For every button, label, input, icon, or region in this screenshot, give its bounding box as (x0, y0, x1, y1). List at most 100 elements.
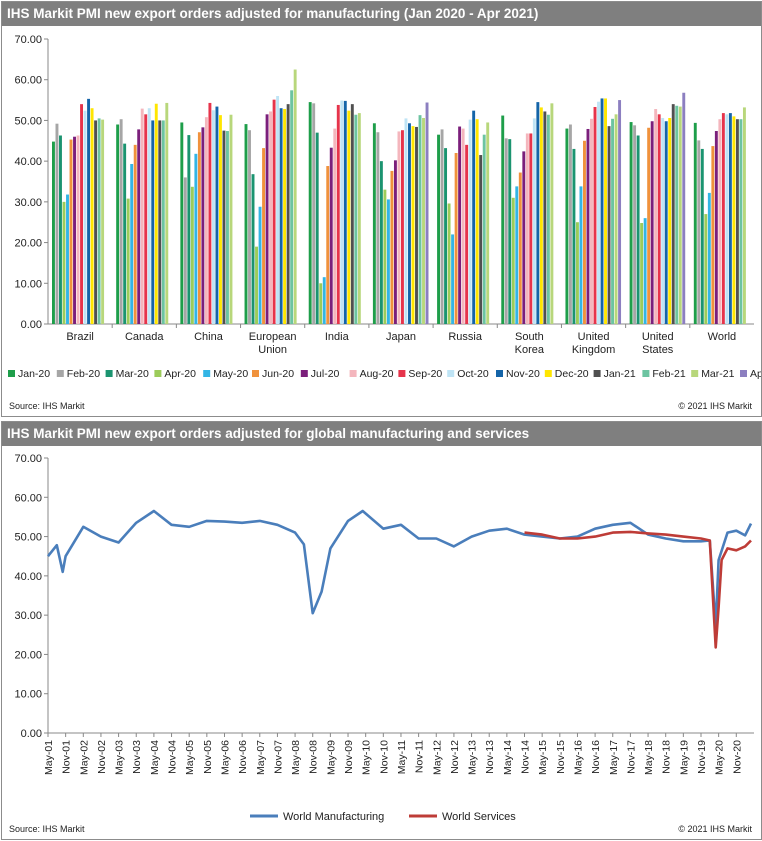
chart1-bar (600, 98, 604, 324)
chart1-y-tick-label: 60.00 (14, 75, 42, 87)
chart1-legend-swatch (642, 370, 650, 377)
chart2-x-tick-label: Nov-07 (272, 740, 284, 774)
chart1-bar (504, 138, 508, 324)
chart1-bar (482, 134, 486, 324)
chart1-bar (664, 121, 668, 324)
chart1-bar (597, 101, 600, 324)
chart1-bar (572, 148, 576, 324)
chart1-bar (678, 106, 682, 324)
chart1-bar (425, 102, 429, 324)
chart1-bar (440, 129, 444, 324)
chart1-legend-swatch (447, 370, 455, 377)
chart2-x-tick-label: May-12 (431, 740, 443, 775)
chart1-bar (244, 124, 248, 324)
chart1-bar (668, 117, 672, 324)
chart1-bar (714, 131, 718, 324)
chart1-bar (255, 246, 258, 324)
chart1-bar (593, 106, 597, 324)
chart1-y-tick-label: 0.00 (21, 319, 42, 331)
chart2-title: IHS Markit PMI new export orders adjuste… (2, 422, 761, 446)
chart2-x-tick-label: Nov-12 (449, 740, 461, 774)
chart1-bar (675, 105, 679, 325)
chart1-bar (293, 69, 297, 325)
chart1-bar (194, 153, 198, 324)
chart1-bar (226, 131, 229, 324)
chart1-category-label: World (708, 331, 737, 343)
chart1-bar (711, 146, 715, 324)
chart1-y-tick-label: 20.00 (14, 238, 42, 250)
chart1-bar (87, 98, 91, 324)
chart1-bar (336, 104, 340, 324)
chart1-bar (62, 201, 66, 324)
chart1-bar (372, 123, 376, 325)
chart2-x-tick-label: May-15 (537, 740, 549, 775)
chart1-bar (52, 141, 55, 324)
chart2-x-tick-label: May-10 (361, 740, 373, 775)
world-services-line (524, 530, 752, 649)
chart1-bar (94, 120, 98, 324)
chart1-bar (97, 118, 101, 325)
chart2-y-tick-label: 40.00 (14, 571, 42, 583)
chart1-bar (379, 161, 383, 324)
chart1-legend-swatch (544, 370, 552, 377)
chart1-bar (319, 283, 323, 324)
chart1-bar (475, 119, 479, 324)
chart2-source: Source: IHS Markit (9, 824, 85, 834)
chart2-y-tick-label: 30.00 (14, 610, 42, 622)
chart1-bar (350, 104, 354, 325)
chart1-bar (643, 218, 647, 324)
chart1-svg: 0.00 10.00 20.00 30.00 40.00 50.00 60.00 70.00 B… (8, 34, 761, 380)
chart1-bar (183, 177, 187, 324)
chart1-bar (204, 117, 208, 325)
chart1-bar (707, 192, 711, 324)
chart1-bar (579, 186, 583, 324)
chart1-bar (140, 108, 144, 324)
chart1-bar (83, 110, 87, 325)
chart1-legend-label: Mar-21 (701, 368, 734, 380)
chart1-bar (508, 139, 512, 324)
chart1-bar (575, 222, 579, 324)
chart2-x-tick-label: May-05 (184, 740, 196, 775)
chart2-x-tick-label: May-19 (678, 740, 690, 775)
chart2-x-tick-label: Nov-13 (484, 740, 496, 774)
chart1-y-tick-label: 10.00 (14, 278, 42, 290)
chart2-x-tick-label: Nov-05 (202, 740, 214, 774)
chart2-x-tick-label: May-06 (219, 740, 231, 775)
chart2-x-tick-label: Nov-03 (131, 740, 143, 774)
chart1-bar (718, 119, 722, 324)
chart1-bar (539, 107, 543, 325)
chart1-bar (248, 130, 251, 324)
chart1-bar (269, 111, 273, 324)
chart1-legend-swatch (496, 370, 503, 377)
chart2-x-tick-label: May-08 (290, 740, 302, 775)
chart1-source: Source: IHS Markit (9, 401, 85, 411)
chart1-bar (636, 135, 640, 324)
chart1-category-label: European Union (249, 331, 297, 356)
chart1-bar (728, 113, 732, 324)
chart1-bar (735, 119, 739, 324)
chart1-category-label: China (194, 331, 224, 343)
chart1-bar (119, 119, 123, 324)
chart1-legend-swatch (252, 370, 259, 377)
chart1-bar (515, 186, 519, 324)
chart1-bar (265, 114, 269, 324)
chart1-bar (383, 189, 387, 324)
chart2-x-tick-label: May-07 (255, 740, 267, 775)
chart2-x-tick-label: Nov-18 (661, 740, 673, 774)
chart1-bar (700, 148, 704, 324)
chart-panel-world: IHS Markit PMI new export orders adjuste… (1, 421, 762, 840)
chart1-bar (468, 119, 472, 324)
chart1-bar (522, 151, 526, 324)
chart1-bar (529, 133, 533, 324)
chart1-legend-swatch (349, 370, 357, 377)
chart1-bar (133, 144, 137, 324)
chart1-bar (197, 132, 201, 324)
chart1-legend-label: Sep-20 (408, 368, 442, 380)
chart1-bar (69, 139, 73, 324)
chart1-bar (618, 100, 622, 324)
chart1-bar (326, 166, 330, 324)
chart1-bar (215, 106, 219, 324)
chart2-x-tick-label: May-20 (714, 740, 726, 775)
chart1-title: IHS Markit PMI new export orders adjuste… (2, 2, 761, 26)
chart1-bar (354, 114, 358, 324)
